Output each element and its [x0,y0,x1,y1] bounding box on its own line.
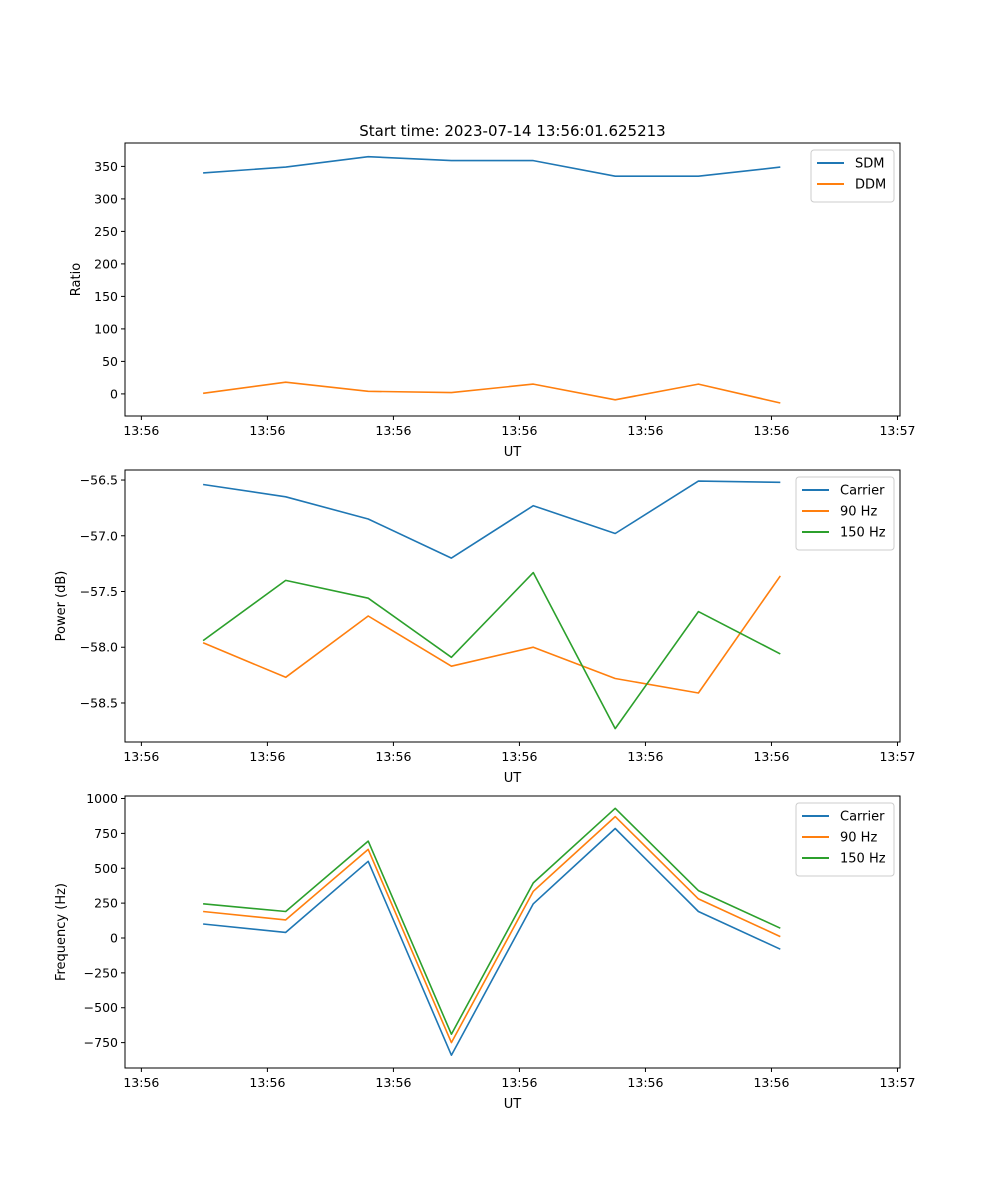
series-line-90-hz [202,575,781,694]
legend: SDM DDM [810,149,895,203]
y-tick-label: 750 [94,826,118,841]
y-tick-label: −250 [84,965,118,980]
x-tick-label: 13:56 [501,749,537,764]
y-tick-label: −56.5 [80,473,118,488]
y-tick-label: 0 [110,386,118,401]
series-line-carrier [202,480,781,559]
axes-frame [124,795,901,1069]
x-tick-label: 13:56 [123,1075,159,1090]
y-axis-label: Ratio [69,263,84,296]
x-tick-label: 13:56 [501,1075,537,1090]
x-tick-label: 13:56 [249,749,285,764]
y-tick-label: 1000 [86,791,118,806]
y-tick-label: 300 [94,191,118,206]
axes-frame [124,142,901,417]
x-tick-label: 13:56 [753,1075,789,1090]
x-tick-label: 13:56 [627,749,663,764]
x-axis-label: UT [504,771,522,786]
x-tick-label: 13:56 [375,749,411,764]
x-tick-label: 13:57 [879,423,915,438]
y-tick-label: 150 [94,289,118,304]
y-tick-label: 50 [102,354,118,369]
legend-label: 150 Hz [840,852,886,867]
legend-label: 90 Hz [840,505,877,520]
y-axis-label: Power (dB) [54,571,69,642]
y-tick-label: 100 [94,321,118,336]
y-tick-label: 250 [94,224,118,239]
legend-label: SDM [855,157,884,172]
x-tick-label: 13:56 [123,749,159,764]
x-tick-label: 13:56 [627,1075,663,1090]
series-line-90-hz [203,815,781,1044]
x-tick-label: 13:56 [753,423,789,438]
x-tick-label: 13:56 [249,1075,285,1090]
legend-label: 150 Hz [840,526,886,541]
series-line-150-hz [203,807,781,1035]
y-tick-label: −58.0 [80,640,118,655]
series-line-150-hz [202,571,781,730]
x-tick-label: 13:57 [879,749,915,764]
x-axis-label: UT [504,445,522,460]
x-tick-label: 13:56 [375,423,411,438]
y-tick-label: 200 [94,256,118,271]
subplot-3: 13:56 13:56 13:56 13:56 13:56 13:56 13:57 UT −75… [54,791,915,1112]
subplot-1: Start time: 2023-07-14 13:56:01.625213 13… [69,122,915,460]
legend-label: 90 Hz [840,831,877,846]
x-tick-label: 13:56 [123,423,159,438]
legend: Carrier 90 Hz 150 Hz [795,476,895,551]
series-line-ddm [202,381,781,404]
y-tick-label: −750 [84,1035,118,1050]
x-tick-label: 13:56 [501,423,537,438]
x-tick-label: 13:57 [879,1075,915,1090]
legend-label: Carrier [840,484,885,499]
y-tick-label: 350 [94,159,118,174]
x-tick-label: 13:56 [375,1075,411,1090]
x-tick-label: 13:56 [627,423,663,438]
series-line-sdm [203,155,781,177]
y-tick-label: −58.5 [80,695,118,710]
x-tick-label: 13:56 [249,423,285,438]
y-tick-label: −57.5 [80,584,118,599]
subplot-2: 13:56 13:56 13:56 13:56 13:56 13:56 13:57 UT −58… [54,469,915,786]
legend: Carrier 90 Hz 150 Hz [795,802,895,877]
y-tick-label: 250 [94,896,118,911]
axes-frame [124,469,901,743]
legend-label: DDM [855,178,886,193]
x-tick-label: 13:56 [753,749,789,764]
legend-label: Carrier [840,810,885,825]
y-tick-label: 0 [110,930,118,945]
y-tick-label: 500 [94,861,118,876]
y-axis-label: Frequency (Hz) [54,883,69,981]
y-tick-label: −57.0 [80,528,118,543]
series-line-carrier [203,827,781,1056]
chart-title: Start time: 2023-07-14 13:56:01.625213 [359,122,665,140]
x-axis-label: UT [504,1097,522,1112]
y-tick-label: −500 [84,1000,118,1015]
